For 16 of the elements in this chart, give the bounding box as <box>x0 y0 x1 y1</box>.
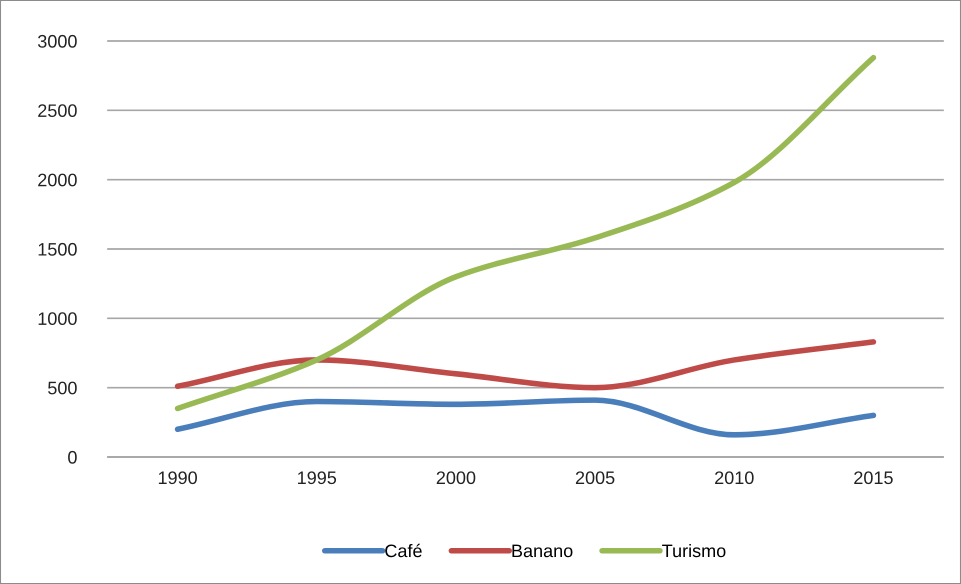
x-tick-label: 1995 <box>298 471 336 484</box>
x-tick-label: 2005 <box>576 471 614 484</box>
y-tick-label: 2000 <box>38 174 77 186</box>
y-tick-label: 1500 <box>38 242 77 256</box>
legend-label: Turismo <box>662 544 726 558</box>
x-tick-label: 2010 <box>715 471 754 484</box>
x-tick-label: 2015 <box>854 471 893 484</box>
y-tick-label: 500 <box>48 382 77 394</box>
y-tick-label: 0 <box>68 450 77 464</box>
y-tick-label: 2500 <box>38 104 77 118</box>
x-tick-label: 2000 <box>436 471 476 484</box>
legend-label: Banano <box>512 544 572 558</box>
legend-label: Café <box>385 544 422 558</box>
y-tick-label: 3000 <box>38 34 77 48</box>
y-tick-label: 1000 <box>38 312 77 326</box>
x-tick-label: 1990 <box>158 471 197 484</box>
